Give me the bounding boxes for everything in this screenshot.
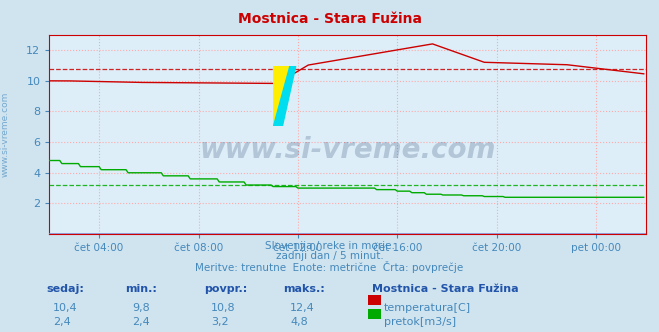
Text: maks.:: maks.: — [283, 284, 325, 294]
Text: www.si-vreme.com: www.si-vreme.com — [1, 92, 10, 177]
Text: 10,4: 10,4 — [53, 303, 77, 313]
Text: www.si-vreme.com: www.si-vreme.com — [200, 136, 496, 164]
Text: zadnji dan / 5 minut.: zadnji dan / 5 minut. — [275, 251, 384, 261]
Text: 2,4: 2,4 — [132, 317, 150, 327]
Text: 3,2: 3,2 — [211, 317, 229, 327]
Text: 9,8: 9,8 — [132, 303, 150, 313]
Text: 10,8: 10,8 — [211, 303, 235, 313]
Text: min.:: min.: — [125, 284, 157, 294]
Text: Slovenija / reke in morje.: Slovenija / reke in morje. — [264, 241, 395, 251]
Text: pretok[m3/s]: pretok[m3/s] — [384, 317, 456, 327]
Text: Mostnica - Stara Fužina: Mostnica - Stara Fužina — [237, 12, 422, 26]
Text: Mostnica - Stara Fužina: Mostnica - Stara Fužina — [372, 284, 519, 294]
Text: Meritve: trenutne  Enote: metrične  Črta: povprečje: Meritve: trenutne Enote: metrične Črta: … — [195, 261, 464, 273]
Text: povpr.:: povpr.: — [204, 284, 248, 294]
Polygon shape — [273, 66, 296, 126]
Polygon shape — [273, 66, 290, 126]
Text: 2,4: 2,4 — [53, 317, 71, 327]
Text: 4,8: 4,8 — [290, 317, 308, 327]
Text: sedaj:: sedaj: — [46, 284, 84, 294]
Text: 12,4: 12,4 — [290, 303, 315, 313]
Text: temperatura[C]: temperatura[C] — [384, 303, 471, 313]
